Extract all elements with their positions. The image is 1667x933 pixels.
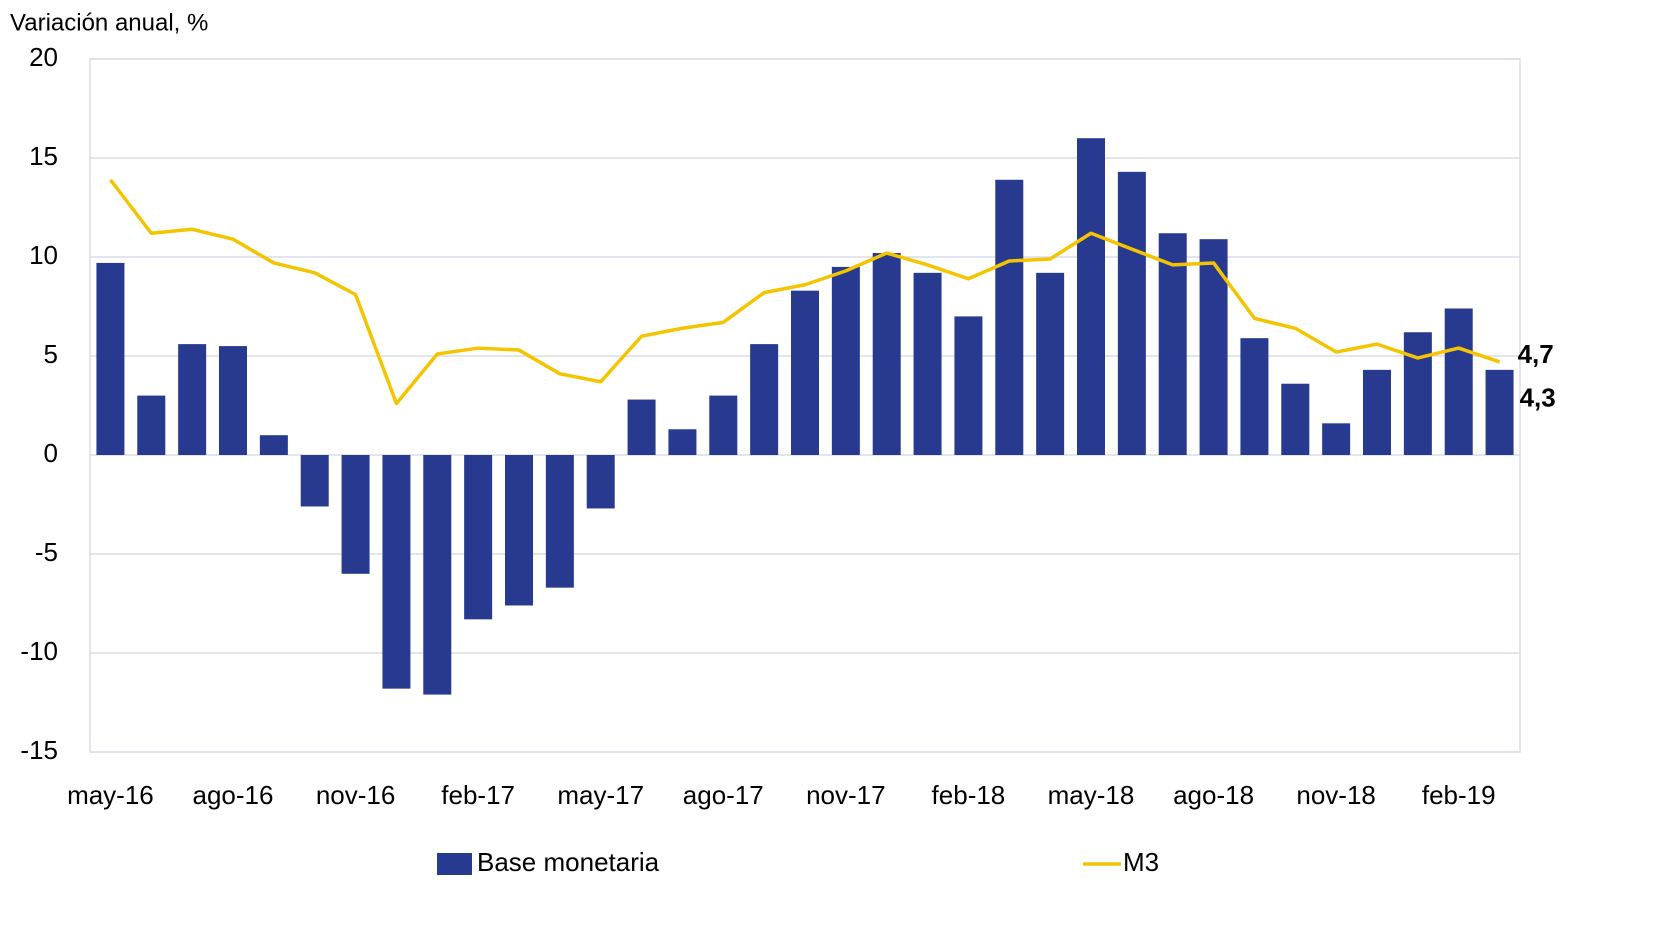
y-tick-label: 10 bbox=[29, 240, 58, 270]
bar bbox=[1158, 233, 1187, 455]
line bbox=[109, 178, 1501, 406]
bar bbox=[1199, 239, 1228, 455]
data-label: 4,3 bbox=[1520, 383, 1556, 413]
bar bbox=[137, 395, 166, 455]
bar bbox=[586, 455, 615, 509]
x-tick-label: nov-17 bbox=[806, 780, 886, 810]
x-tick-label: may-17 bbox=[557, 780, 644, 810]
bar bbox=[1363, 369, 1391, 455]
plot-border bbox=[89, 58, 1521, 753]
bar bbox=[219, 346, 247, 455]
x-tick-label: ago-17 bbox=[683, 780, 764, 810]
x-tick-label: nov-16 bbox=[316, 780, 396, 810]
y-tick-label: -5 bbox=[35, 537, 58, 567]
x-tick-label: feb-19 bbox=[1422, 780, 1496, 810]
bar bbox=[464, 455, 493, 620]
y-axis-label: Variación anual, % bbox=[10, 9, 208, 36]
bar bbox=[1403, 332, 1432, 455]
bar bbox=[831, 266, 860, 455]
x-tick-label: ago-18 bbox=[1173, 780, 1254, 810]
bar bbox=[96, 262, 125, 455]
bar bbox=[627, 399, 656, 455]
bar bbox=[1444, 308, 1473, 455]
bar bbox=[872, 253, 901, 455]
bar bbox=[382, 455, 411, 689]
x-tick-label: feb-17 bbox=[441, 780, 515, 810]
x-tick-label: feb-18 bbox=[932, 780, 1006, 810]
x-tick-label: ago-16 bbox=[193, 780, 274, 810]
legend-label: M3 bbox=[1123, 847, 1159, 877]
x-tick-label: may-16 bbox=[67, 780, 154, 810]
bar bbox=[995, 179, 1024, 455]
bar bbox=[300, 455, 329, 507]
data-label: 4,7 bbox=[1518, 339, 1554, 369]
bar bbox=[423, 455, 452, 695]
bar bbox=[545, 455, 574, 588]
legend-swatch bbox=[437, 853, 472, 875]
y-tick-label: 15 bbox=[29, 141, 58, 171]
legend-label: Base monetaria bbox=[477, 847, 660, 877]
bar bbox=[1240, 338, 1269, 455]
bar bbox=[954, 316, 983, 455]
y-tick-label: 5 bbox=[44, 339, 58, 369]
bar bbox=[791, 290, 819, 455]
y-tick-label: 20 bbox=[29, 42, 58, 72]
bar bbox=[341, 455, 370, 574]
bar bbox=[668, 429, 697, 455]
bar bbox=[1322, 423, 1351, 455]
bar bbox=[259, 435, 288, 455]
bar bbox=[1036, 272, 1065, 455]
y-tick-label: 0 bbox=[44, 438, 58, 468]
bar bbox=[1077, 138, 1105, 455]
bar bbox=[709, 395, 738, 455]
x-tick-label: nov-18 bbox=[1296, 780, 1376, 810]
bar bbox=[750, 344, 779, 455]
y-tick-label: -15 bbox=[20, 735, 58, 765]
bar bbox=[1281, 383, 1310, 455]
x-tick-label: may-18 bbox=[1048, 780, 1135, 810]
y-tick-label: -10 bbox=[20, 636, 58, 666]
bar bbox=[913, 272, 942, 455]
bar bbox=[1485, 369, 1514, 455]
bar bbox=[178, 344, 207, 455]
bar bbox=[1117, 171, 1146, 456]
bar bbox=[505, 455, 533, 606]
